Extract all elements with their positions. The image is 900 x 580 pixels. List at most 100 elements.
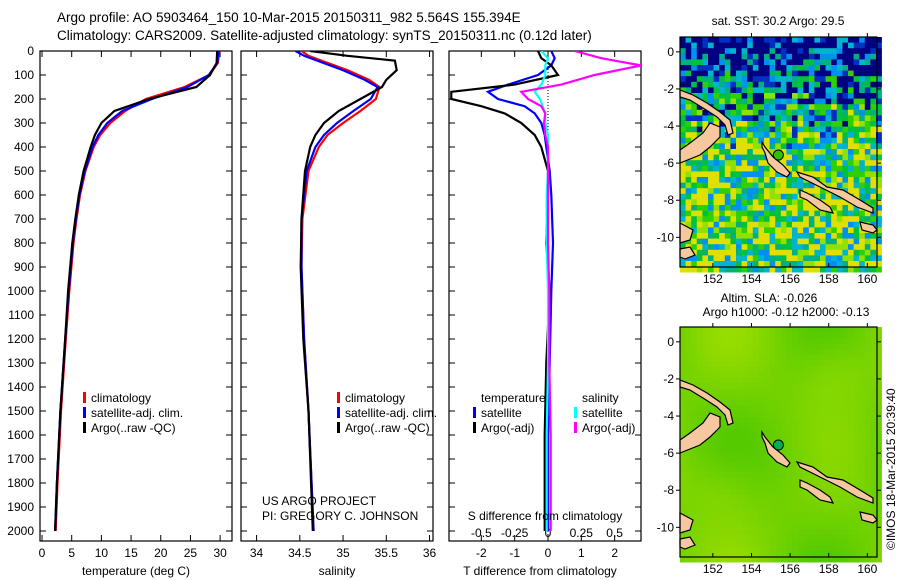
sst-cell xyxy=(719,53,726,60)
sla-cell xyxy=(831,360,838,367)
sst-cell xyxy=(808,93,815,99)
sst-cell xyxy=(797,199,804,206)
sst-cell xyxy=(831,160,838,167)
sst-cell xyxy=(775,261,782,267)
sla-cell xyxy=(792,500,798,507)
sst-cell xyxy=(820,193,826,200)
sla-cell xyxy=(808,332,815,339)
sla-cell xyxy=(848,439,854,445)
sla-cell xyxy=(864,528,871,535)
sla-cell xyxy=(741,450,748,457)
sst-cell xyxy=(876,42,882,49)
sst-cell xyxy=(724,160,731,167)
sla-cell xyxy=(680,399,686,406)
sst-cell xyxy=(747,98,754,105)
sla-cell xyxy=(758,506,765,513)
sla-cell xyxy=(876,355,882,361)
sla-cell xyxy=(680,483,686,490)
sla-cell xyxy=(747,394,754,401)
sla-cell xyxy=(730,539,737,546)
sla-cell xyxy=(769,394,776,401)
sla-cell xyxy=(702,500,709,507)
sst-cell xyxy=(691,188,698,195)
sla-cell xyxy=(702,399,709,406)
sst-cell xyxy=(747,216,754,223)
sla-cell xyxy=(730,439,737,445)
sla-cell xyxy=(842,327,849,333)
sst-cell xyxy=(758,193,765,200)
sla-cell xyxy=(747,534,754,541)
sla-cell xyxy=(741,545,748,552)
sla-cell xyxy=(713,495,720,501)
sst-cell xyxy=(864,171,871,178)
sla-cell xyxy=(859,433,866,440)
sst-cell xyxy=(825,137,832,144)
sst-cell xyxy=(724,143,731,150)
sla-cell xyxy=(758,399,765,406)
sla-cell xyxy=(730,489,737,496)
sst-cell xyxy=(719,244,726,251)
sst-cell xyxy=(685,205,692,211)
sla-cell xyxy=(758,489,765,496)
sst-cell xyxy=(853,53,860,60)
sst-cell xyxy=(786,115,793,122)
sst-cell xyxy=(780,188,787,195)
sla-cell xyxy=(719,455,726,462)
land-outline xyxy=(859,221,878,234)
sst-cell xyxy=(786,244,793,251)
sst-cell xyxy=(758,98,765,105)
sst-cell xyxy=(724,42,731,49)
sst-cell xyxy=(797,244,804,251)
sla-cell xyxy=(808,556,815,563)
sla-cell xyxy=(680,489,686,496)
sla-cell xyxy=(876,444,882,451)
sla-cell xyxy=(691,511,698,518)
sla-cell xyxy=(786,534,793,541)
sst-cell xyxy=(814,165,821,172)
sla-cell xyxy=(864,349,871,356)
sla-cell xyxy=(719,545,726,552)
sst-cell xyxy=(752,233,759,239)
sla-cell xyxy=(831,371,838,378)
sla-cell xyxy=(808,517,815,524)
sst-cell xyxy=(730,137,737,144)
sla-cell xyxy=(820,528,826,535)
y-tick-label: 0 xyxy=(27,44,34,58)
y-tick-label: 1400 xyxy=(7,380,34,394)
sst-cell xyxy=(775,42,782,49)
sla-cell xyxy=(719,539,726,546)
sla-cell xyxy=(730,383,737,389)
sla-cell xyxy=(825,332,832,339)
sst-cell xyxy=(696,233,703,239)
sla-cell xyxy=(831,455,838,462)
sst-cell xyxy=(752,98,759,105)
sla-cell xyxy=(680,394,686,401)
sst-cell xyxy=(691,238,698,245)
sst-cell xyxy=(747,165,754,172)
sst-cell xyxy=(786,177,793,183)
sst-cell xyxy=(870,233,877,239)
sst-cell xyxy=(730,244,737,251)
sla-cell xyxy=(702,343,709,350)
sla-cell xyxy=(859,388,866,395)
sst-cell xyxy=(730,70,737,77)
sst-cell xyxy=(848,165,854,172)
sst-cell xyxy=(825,182,832,189)
sla-cell xyxy=(792,433,798,440)
legend-swatch-s-satellite xyxy=(574,407,577,418)
sla-cell xyxy=(691,338,698,345)
sla-cell xyxy=(797,556,804,563)
sst-cell xyxy=(775,249,782,256)
sst-cell xyxy=(708,227,714,234)
sst-cell xyxy=(859,210,866,217)
sst-cell xyxy=(853,87,860,94)
sst-cell xyxy=(758,221,765,228)
sla-cell xyxy=(685,422,692,429)
sla-cell xyxy=(741,523,748,529)
sst-cell xyxy=(685,53,692,60)
sla-cell xyxy=(769,332,776,339)
sla-cell xyxy=(724,377,731,384)
sla-cell xyxy=(803,444,810,451)
sst-cell xyxy=(797,104,804,111)
sla-cell xyxy=(752,388,759,395)
